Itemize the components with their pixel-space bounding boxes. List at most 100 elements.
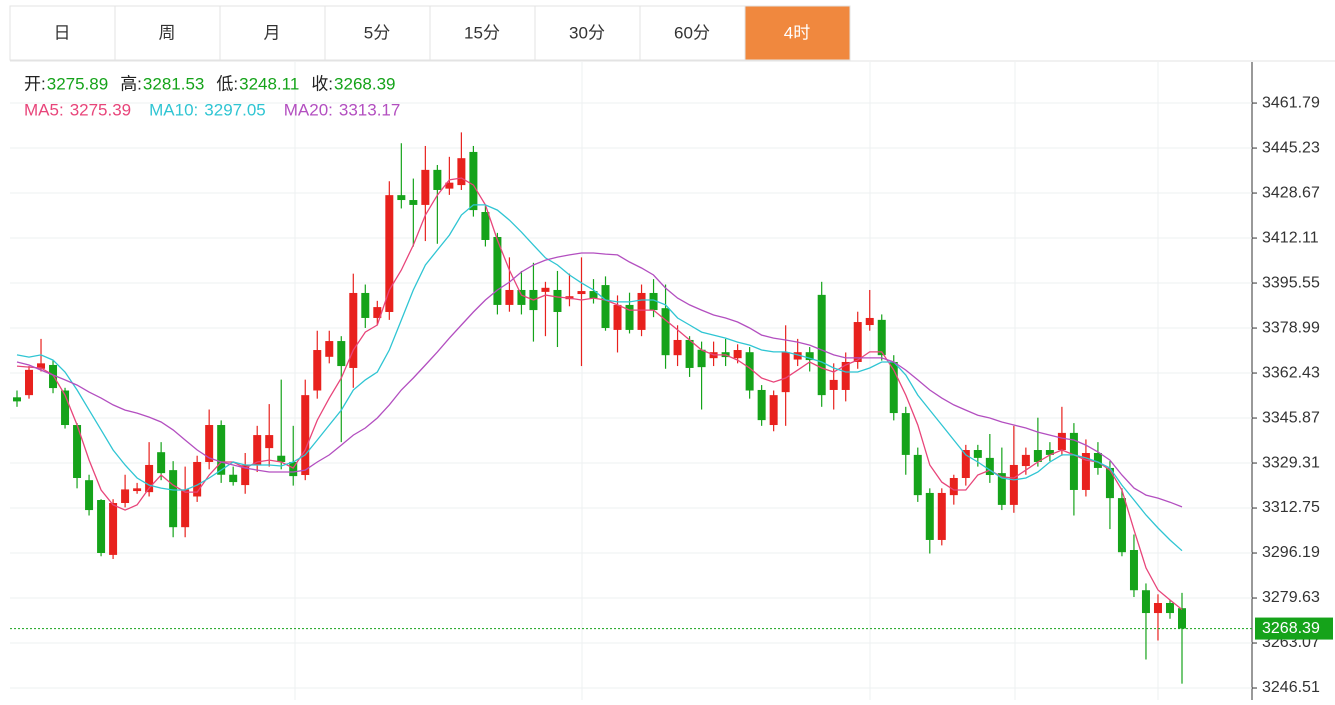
tab-label[interactable]: 5分 [364,23,390,42]
candle-body [1009,464,1018,505]
candle-body [769,395,778,426]
tab-label[interactable]: 周 [159,23,176,42]
candle-body [229,474,238,483]
candle-body [493,236,502,305]
candle-body [553,289,562,312]
candle-body [421,169,430,205]
candle-body [697,349,706,368]
y-tick-label: 3461.79 [1262,94,1320,111]
candle-body [685,339,694,368]
candle-body [877,319,886,356]
tab[interactable] [744,5,851,61]
candle-body [673,339,682,356]
y-tick-label: 3279.63 [1262,589,1320,606]
candle-body [1045,450,1054,455]
candle-body [373,307,382,318]
candle-body [25,369,34,396]
candle-body [205,425,214,462]
candle-body [853,322,862,362]
candle-body [457,158,466,186]
candle-body [1093,453,1102,468]
candle-body [961,450,970,479]
legend-value: 3275.39 [70,100,131,119]
candle-body [1117,498,1126,553]
candle-body [253,435,262,466]
y-tick-label: 3362.43 [1262,364,1320,381]
candle-body [589,291,598,299]
candle-body [409,200,418,205]
tab[interactable] [534,5,641,61]
tab-label[interactable]: 日 [54,23,71,42]
candle-body [397,195,406,201]
candle-body [949,478,958,496]
candle-body [541,287,550,292]
candle-body [841,361,850,390]
candle-body [913,454,922,496]
candle-body [337,341,346,367]
y-tick-label: 3395.55 [1262,274,1320,291]
tab-label[interactable]: 月 [264,23,281,42]
candle-body [277,455,286,462]
candle-body [37,363,46,369]
candle-body [157,452,166,474]
candle-body [997,473,1006,505]
tab[interactable] [639,5,746,61]
candle-body [745,352,754,391]
y-tick-label: 3345.87 [1262,409,1320,426]
candle-body [793,352,802,360]
candle-body [1081,453,1090,490]
candle-body [577,291,586,295]
candle-body [805,352,814,361]
candle-body [1069,432,1078,490]
last-price-box [1255,617,1333,640]
candle-body [241,465,250,486]
legend-value: 3313.17 [339,100,400,119]
tab-label[interactable]: 15分 [464,23,500,42]
candle-body [1033,450,1042,462]
tab[interactable] [114,5,221,61]
last-price-label: 3268.39 [1262,620,1320,637]
tab-label[interactable]: 4时 [784,23,810,42]
tab[interactable] [429,5,536,61]
tab[interactable] [219,5,326,61]
y-tick-label: 3378.99 [1262,319,1320,336]
tab[interactable] [324,5,431,61]
candle-body [169,470,178,528]
y-tick-label: 3329.31 [1262,454,1320,471]
candle-body [1021,454,1030,467]
candle-body [1178,608,1186,629]
ohlc-label: 高: [120,74,142,93]
y-tick-label: 3412.11 [1262,229,1319,246]
ohlc-value: 3248.11 [239,74,299,93]
candle-body [13,397,21,402]
ma-line [16,177,1183,611]
candle-body [445,182,454,189]
y-tick-label: 3428.67 [1262,184,1320,201]
candle-body [505,289,514,305]
candle-body [613,304,622,330]
ohlc-label: 收: [311,74,333,93]
candle-body [97,500,106,553]
candle-body [61,390,70,426]
legend-name: MA20: [284,100,333,119]
ohlc-label: 低: [216,74,238,93]
candle-body [1153,602,1162,614]
legend-name: MA10: [149,100,198,119]
candle-body [1129,550,1138,591]
legend-value: 3297.05 [204,100,265,119]
candle-body [265,435,274,449]
ma-line [16,252,1183,508]
candle-body [637,292,646,330]
candle-body [361,292,370,318]
candle-body [733,350,742,359]
candle-body [925,492,934,540]
tab-label[interactable]: 60分 [674,23,710,42]
legend-name: MA5: [24,100,64,119]
candle-body [313,350,322,391]
candle-body [889,361,898,414]
candle-body [649,292,658,311]
candle-body [517,289,526,305]
tab-label[interactable]: 30分 [569,23,605,42]
candle-body [937,492,946,540]
